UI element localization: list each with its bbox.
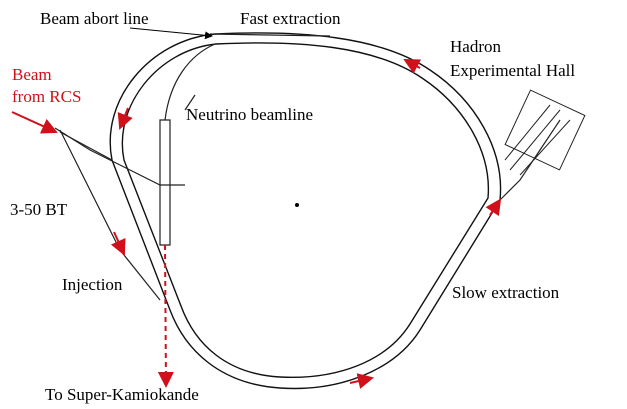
hadron-hall bbox=[504, 89, 586, 176]
label: from RCS bbox=[12, 87, 81, 106]
label: To Super-Kamiokande bbox=[45, 385, 199, 404]
label: Injection bbox=[62, 275, 123, 294]
label: Hadron bbox=[450, 37, 501, 56]
abort-pointer bbox=[129, 27, 213, 40]
label: Slow extraction bbox=[452, 283, 560, 302]
label: Neutrino beamline bbox=[186, 105, 313, 124]
label: Beam bbox=[12, 65, 52, 84]
ring bbox=[109, 32, 502, 390]
label: Beam abort line bbox=[40, 9, 149, 28]
arrows bbox=[11, 59, 502, 389]
label: Experimental Hall bbox=[450, 61, 575, 80]
label: Fast extraction bbox=[240, 9, 341, 28]
center bbox=[295, 203, 299, 207]
label: 3-50 BT bbox=[10, 200, 68, 219]
